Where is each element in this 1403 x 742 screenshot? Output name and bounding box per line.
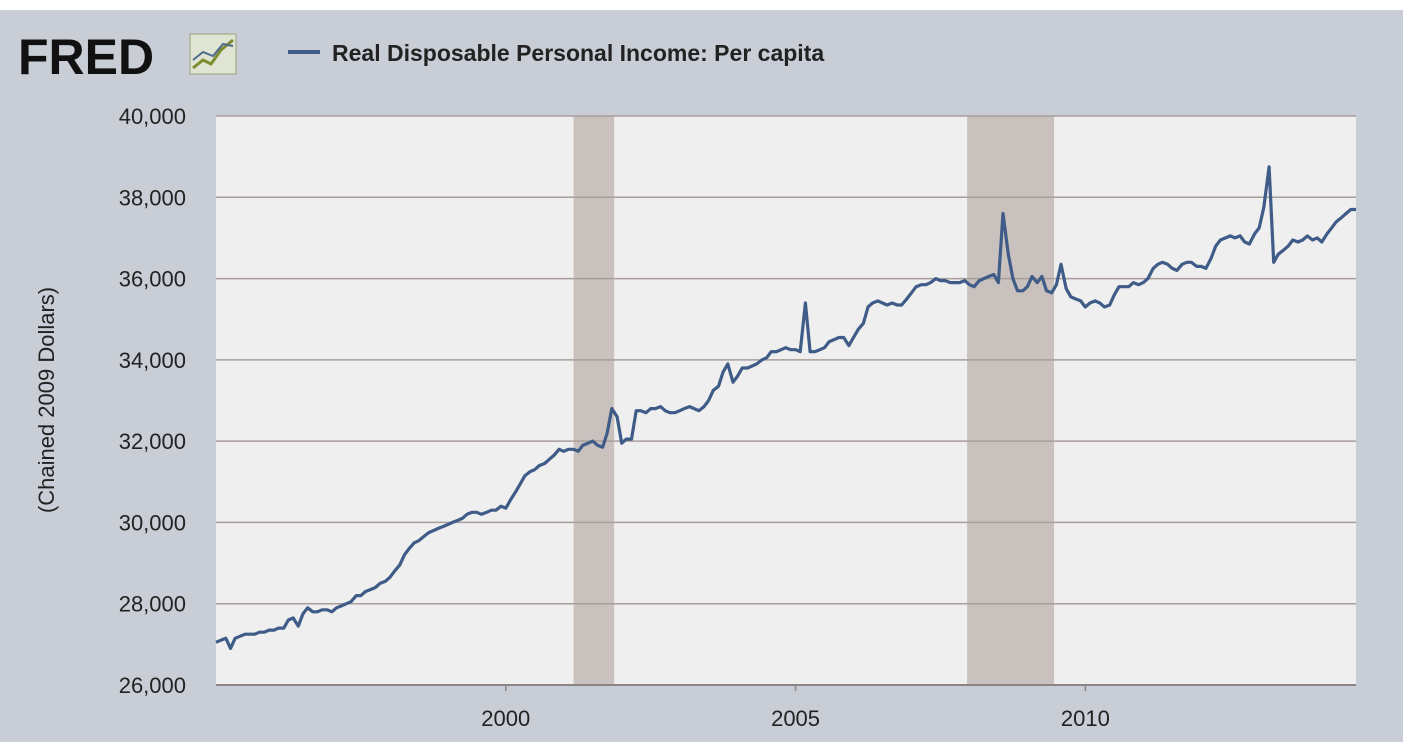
gridlines [216,115,1356,605]
y-tick-label: 26,000 [119,673,186,698]
y-axis: 26,000 28,000 30,000 32,000 34,000 36,000 38,0… [119,104,186,698]
recession-band-2 [967,116,1055,685]
logo-text: FRED [18,29,154,85]
y-tick-label: 38,000 [119,185,186,210]
top-strip [0,0,1403,10]
series-line [215,165,1356,650]
fred-logo: FRED [18,29,237,85]
y-axis-title: (Chained 2009 Dollars) [34,287,59,513]
line-chart-icon [189,33,237,75]
x-axis: 2000 2005 2010 [481,685,1110,731]
y-tick-label: 32,000 [119,429,186,454]
legend: Real Disposable Personal Income: Per cap… [288,40,824,66]
recession-band-1 [573,116,615,685]
x-tick-label: 2000 [481,706,530,731]
y-tick-label: 34,000 [119,348,186,373]
x-tick-label: 2005 [771,706,820,731]
y-tick-label: 30,000 [119,510,186,535]
y-tick-label: 36,000 [119,267,186,292]
y-tick-label: 40,000 [119,104,186,129]
plot-area [216,116,1356,685]
recession-bands [573,116,1055,685]
legend-label: Real Disposable Personal Income: Per cap… [332,40,824,66]
y-tick-label: 28,000 [119,592,186,617]
x-tick-label: 2010 [1061,706,1110,731]
